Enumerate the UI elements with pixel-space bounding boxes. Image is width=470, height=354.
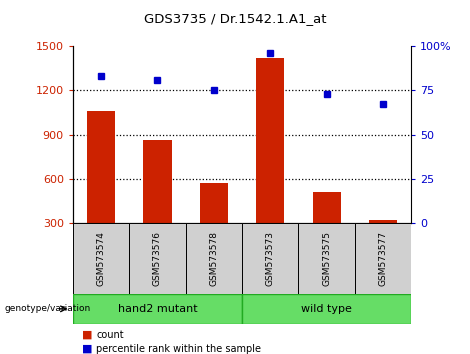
Bar: [298, 223, 355, 294]
Bar: [129, 223, 186, 294]
Bar: [87, 111, 115, 267]
Text: ■: ■: [82, 344, 93, 354]
Text: GSM573573: GSM573573: [266, 231, 275, 286]
Bar: [73, 223, 129, 294]
Bar: [355, 223, 411, 294]
Text: genotype/variation: genotype/variation: [5, 304, 91, 313]
Text: GSM573578: GSM573578: [209, 231, 219, 286]
Text: GSM573577: GSM573577: [378, 231, 388, 286]
Bar: [73, 294, 242, 324]
Bar: [200, 183, 228, 267]
Bar: [256, 58, 284, 267]
Text: count: count: [96, 330, 124, 339]
Bar: [242, 294, 411, 324]
Bar: [369, 220, 397, 267]
Bar: [143, 141, 172, 267]
Text: percentile rank within the sample: percentile rank within the sample: [96, 344, 261, 354]
Text: GSM573575: GSM573575: [322, 231, 331, 286]
Bar: [242, 223, 298, 294]
Text: ■: ■: [82, 330, 93, 339]
Text: hand2 mutant: hand2 mutant: [118, 304, 197, 314]
Text: wild type: wild type: [301, 304, 352, 314]
Text: GSM573576: GSM573576: [153, 231, 162, 286]
Text: GSM573574: GSM573574: [96, 231, 106, 286]
Text: GDS3735 / Dr.1542.1.A1_at: GDS3735 / Dr.1542.1.A1_at: [144, 12, 326, 25]
Bar: [313, 192, 341, 267]
Bar: [186, 223, 242, 294]
